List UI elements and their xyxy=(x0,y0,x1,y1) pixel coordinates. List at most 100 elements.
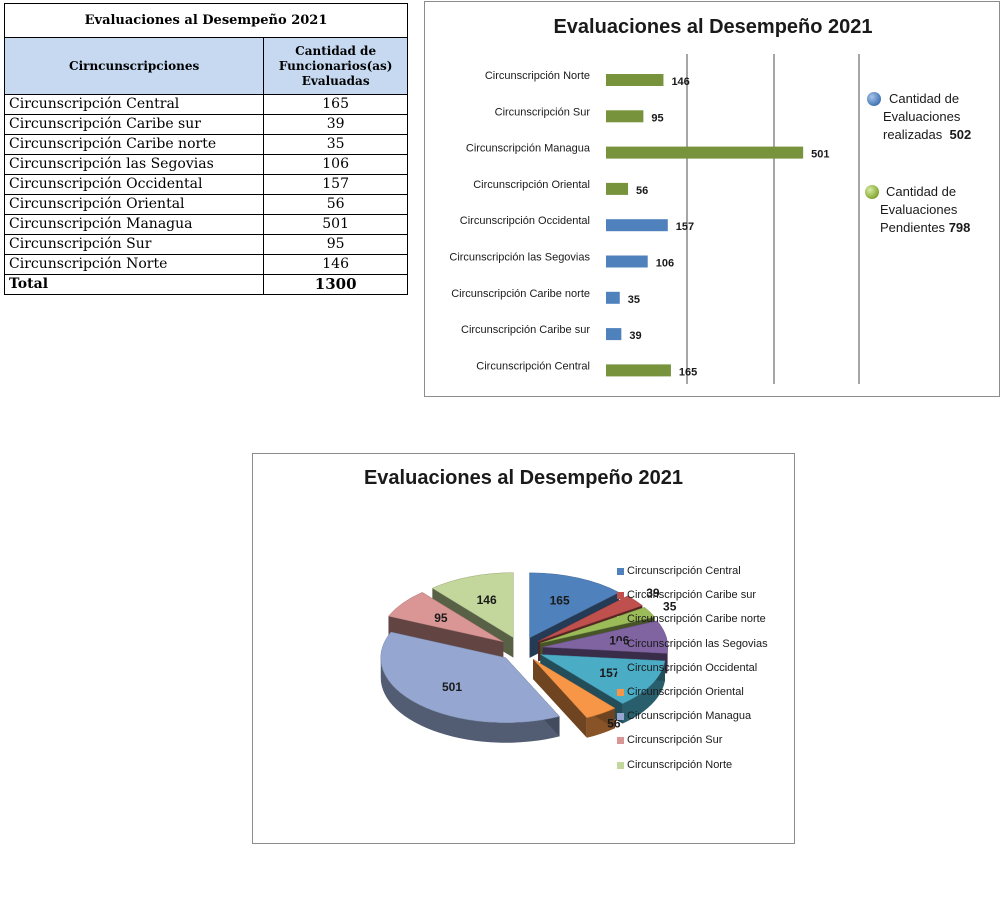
pie-slice xyxy=(542,620,668,654)
legend-swatch xyxy=(617,664,624,672)
row-value: 39 xyxy=(263,114,408,135)
legend-line: Cantidad de xyxy=(886,184,957,199)
legend-swatch xyxy=(617,640,624,648)
row-name: Circunscripción las Segovias xyxy=(3,154,265,175)
bar xyxy=(606,182,629,195)
bar xyxy=(606,74,664,86)
row-value: 95 xyxy=(263,234,408,255)
pie-chart: Evaluaciones al Desempeño 2021 165393510… xyxy=(252,453,795,844)
pie-slice xyxy=(380,631,560,723)
row-name: Circunscripción Sur xyxy=(3,234,265,255)
legend-pendientes: Cantidad de Evaluaciones Pendientes 798 xyxy=(880,183,971,237)
column-header-line: Cantidad de xyxy=(295,43,377,58)
bar xyxy=(606,146,804,159)
row-value: 157 xyxy=(263,174,408,195)
legend-swatch xyxy=(617,568,624,575)
pie-chart-title: Evaluaciones al Desempeño 2021 xyxy=(363,467,684,489)
data-label: 146 xyxy=(671,76,689,88)
data-label: 95 xyxy=(651,112,663,124)
bar xyxy=(606,219,668,232)
legend-label: Circunscripción Central xyxy=(627,565,741,577)
bar xyxy=(606,255,648,268)
data-label: 56 xyxy=(636,185,648,197)
legend-line: realizadas xyxy=(883,127,943,142)
data-label: 501 xyxy=(811,149,829,161)
table-row: Circunscripción Managua 501 xyxy=(3,214,408,235)
category-label: Circunscripción Caribe norte xyxy=(451,288,590,300)
column-header-line: Evaluadas xyxy=(301,73,370,88)
bar-chart-title: Evaluaciones al Desempeño 2021 xyxy=(553,16,873,38)
data-label: 165 xyxy=(550,594,570,608)
column-header-cantidad: Cantidad de Funcionarios(as) Evaluadas xyxy=(263,37,408,95)
pie-slice xyxy=(532,658,616,719)
data-label: 35 xyxy=(628,294,640,306)
legend-label: Circunscripción las Segovias xyxy=(627,637,768,650)
data-label: 95 xyxy=(434,611,448,625)
table-row: Circunscripción Caribe norte 35 xyxy=(3,134,408,155)
bar xyxy=(606,364,671,377)
legend-bullet-pendientes xyxy=(865,185,879,199)
row-name: Circunscripción Managua xyxy=(3,214,265,235)
legend-bullet-realizadas xyxy=(867,92,881,106)
bar-chart-plot: Circunscripción Norte 146 Circunscripción … xyxy=(449,54,860,384)
row-value: 501 xyxy=(263,214,408,235)
category-label: Circunscripción Oriental xyxy=(473,179,590,191)
legend-label: Circunscripción Norte xyxy=(627,758,733,771)
legend-realizadas: Cantidad de Evaluaciones realizadas 502 xyxy=(883,90,972,144)
category-label: Circunscripción las Segovias xyxy=(449,252,590,264)
row-name: Circunscripción Occidental xyxy=(3,174,265,195)
bar xyxy=(606,328,622,341)
table-row: Circunscripción Sur 95 xyxy=(3,234,408,255)
category-label: Circunscripción Occidental xyxy=(460,215,590,227)
legend-value: 798 xyxy=(948,220,971,235)
pie-slice xyxy=(529,572,620,639)
legend-swatch xyxy=(617,713,624,721)
row-name: Circunscripción Caribe sur xyxy=(3,114,265,135)
data-label: 106 xyxy=(656,258,674,270)
total-label: Total xyxy=(3,274,265,295)
table-row: Circunscripción Central 165 xyxy=(3,94,408,115)
table-row: Circunscripción Occidental 157 xyxy=(3,174,408,195)
legend-label: Circunscripción Occidental xyxy=(627,661,758,674)
legend-label: Circunscripción Oriental xyxy=(627,685,744,698)
data-label: 157 xyxy=(676,221,694,233)
category-label: Circunscripción Sur xyxy=(495,106,591,118)
table-row: Circunscripción Caribe sur 39 xyxy=(3,114,408,135)
bar xyxy=(606,291,620,304)
data-label: 501 xyxy=(442,680,462,694)
table-title: Evaluaciones al Desempeño 2021 xyxy=(4,3,408,38)
row-name: Circunscripción Central xyxy=(3,94,265,115)
data-label: 165 xyxy=(679,366,697,378)
category-label: Circunscripción Norte xyxy=(485,70,590,82)
legend-swatch xyxy=(617,616,624,624)
column-header-circunscripciones: Cirncunscripciones xyxy=(3,37,265,95)
legend-swatch xyxy=(617,592,624,600)
table-row: Circunscripción las Segovias 106 xyxy=(3,154,408,175)
pie-slice xyxy=(538,595,643,642)
pie-slice xyxy=(540,607,656,644)
legend-swatch xyxy=(617,688,624,696)
total-row: Total 1300 xyxy=(3,274,408,295)
legend-line: Pendientes xyxy=(880,220,946,235)
legend-label: Circunscripción Managua xyxy=(627,710,752,723)
column-header-line: Funcionarios(as) xyxy=(278,58,393,73)
pie-slice xyxy=(388,592,504,643)
pie-slice xyxy=(540,654,666,704)
row-value: 146 xyxy=(263,254,408,275)
row-name: Circunscripción Norte xyxy=(3,254,265,275)
legend-swatch xyxy=(617,761,624,769)
data-label: 146 xyxy=(477,593,497,607)
legend-swatch xyxy=(617,737,624,745)
category-label: Circunscripción Caribe sur xyxy=(461,324,590,336)
data-label: 39 xyxy=(646,586,660,600)
legend-label: Circunscripción Sur xyxy=(627,734,723,747)
table-row: Circunscripción Norte 146 xyxy=(3,254,408,275)
data-label: 157 xyxy=(599,666,619,680)
legend-value: 502 xyxy=(949,127,972,142)
row-value: 35 xyxy=(263,134,408,155)
row-name: Circunscripción Oriental xyxy=(3,194,265,215)
row-value: 106 xyxy=(263,154,408,175)
legend-line: Evaluaciones xyxy=(883,109,961,124)
row-value: 165 xyxy=(263,94,408,115)
row-value: 56 xyxy=(263,194,408,215)
